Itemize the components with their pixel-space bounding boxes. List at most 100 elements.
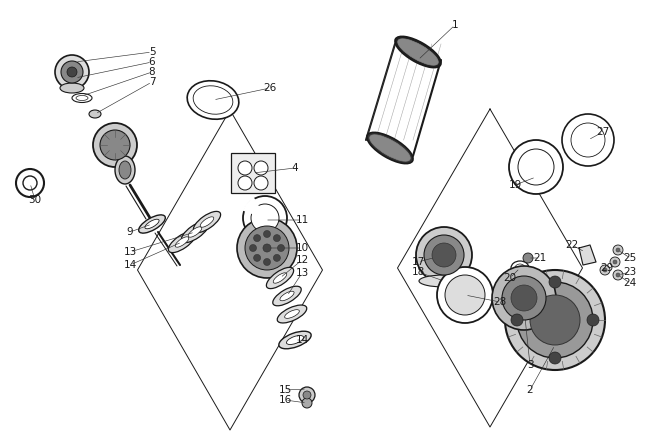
Ellipse shape	[181, 222, 209, 243]
Text: 14: 14	[124, 260, 136, 270]
Circle shape	[278, 244, 285, 251]
Ellipse shape	[76, 96, 88, 101]
Ellipse shape	[273, 273, 287, 283]
Ellipse shape	[398, 39, 438, 65]
Text: 1: 1	[452, 20, 458, 30]
Circle shape	[530, 295, 580, 345]
Ellipse shape	[367, 132, 413, 164]
Text: 2: 2	[526, 385, 533, 395]
Text: 15: 15	[278, 385, 292, 395]
Ellipse shape	[515, 264, 525, 272]
Wedge shape	[243, 198, 265, 218]
Ellipse shape	[145, 219, 159, 229]
Text: 11: 11	[295, 215, 309, 225]
Bar	[231, 153, 275, 193]
Circle shape	[571, 123, 605, 157]
Polygon shape	[579, 245, 596, 265]
Text: 5: 5	[149, 47, 155, 57]
Ellipse shape	[193, 211, 220, 233]
Circle shape	[302, 398, 312, 408]
Text: 14: 14	[295, 335, 309, 345]
Circle shape	[263, 259, 270, 266]
Text: 26: 26	[263, 83, 277, 93]
Ellipse shape	[89, 110, 101, 118]
Text: 9: 9	[127, 227, 133, 237]
Circle shape	[517, 282, 593, 358]
Ellipse shape	[254, 161, 268, 175]
Ellipse shape	[138, 215, 165, 233]
Ellipse shape	[72, 93, 92, 102]
Text: 21: 21	[534, 253, 547, 263]
Ellipse shape	[115, 156, 135, 184]
Circle shape	[613, 245, 623, 255]
Text: 17: 17	[411, 257, 424, 267]
Circle shape	[613, 260, 617, 264]
Ellipse shape	[238, 161, 252, 175]
Ellipse shape	[200, 217, 214, 227]
Ellipse shape	[395, 36, 441, 68]
Text: 18: 18	[411, 267, 424, 277]
Circle shape	[600, 265, 610, 275]
Circle shape	[511, 314, 523, 326]
Circle shape	[254, 255, 261, 261]
Circle shape	[613, 270, 623, 280]
Text: 3: 3	[526, 360, 533, 370]
Ellipse shape	[193, 86, 233, 114]
Text: 12: 12	[295, 255, 309, 265]
Circle shape	[93, 123, 137, 167]
Circle shape	[251, 204, 279, 232]
Ellipse shape	[266, 267, 294, 289]
Circle shape	[549, 352, 561, 364]
Circle shape	[263, 244, 271, 252]
Circle shape	[250, 244, 257, 251]
Text: 13: 13	[124, 247, 136, 257]
Circle shape	[16, 169, 44, 197]
Circle shape	[437, 267, 493, 323]
Ellipse shape	[278, 305, 307, 323]
Ellipse shape	[119, 161, 131, 179]
Ellipse shape	[168, 231, 196, 253]
Circle shape	[274, 235, 280, 242]
Text: 20: 20	[504, 273, 517, 283]
Circle shape	[523, 253, 533, 263]
Text: 28: 28	[493, 297, 506, 307]
Circle shape	[511, 285, 537, 311]
Circle shape	[100, 130, 130, 160]
Ellipse shape	[176, 237, 188, 247]
Circle shape	[616, 248, 620, 252]
Circle shape	[263, 231, 270, 238]
Ellipse shape	[511, 261, 529, 275]
Text: 19: 19	[508, 180, 521, 190]
Circle shape	[245, 226, 289, 270]
Circle shape	[243, 196, 287, 240]
Circle shape	[254, 235, 261, 242]
Text: 22: 22	[566, 240, 578, 250]
Ellipse shape	[287, 336, 304, 344]
Text: 30: 30	[29, 195, 42, 205]
Text: 13: 13	[295, 268, 309, 278]
Text: 10: 10	[296, 243, 309, 253]
Circle shape	[67, 67, 77, 77]
Text: 29: 29	[601, 263, 614, 273]
Circle shape	[274, 255, 280, 261]
Circle shape	[432, 243, 456, 267]
Circle shape	[61, 61, 83, 83]
Text: 24: 24	[623, 278, 636, 288]
Circle shape	[23, 176, 37, 190]
Circle shape	[562, 114, 614, 166]
Circle shape	[518, 149, 554, 185]
Text: 4: 4	[292, 163, 298, 173]
Circle shape	[505, 270, 605, 370]
Text: 8: 8	[149, 67, 155, 77]
Circle shape	[587, 314, 599, 326]
Ellipse shape	[419, 275, 469, 287]
Circle shape	[299, 387, 315, 403]
Ellipse shape	[370, 135, 410, 161]
Circle shape	[616, 273, 620, 277]
Text: 6: 6	[149, 57, 155, 67]
Circle shape	[610, 257, 620, 267]
Circle shape	[509, 140, 563, 194]
Ellipse shape	[273, 286, 301, 306]
Ellipse shape	[254, 176, 268, 190]
Circle shape	[55, 55, 89, 89]
